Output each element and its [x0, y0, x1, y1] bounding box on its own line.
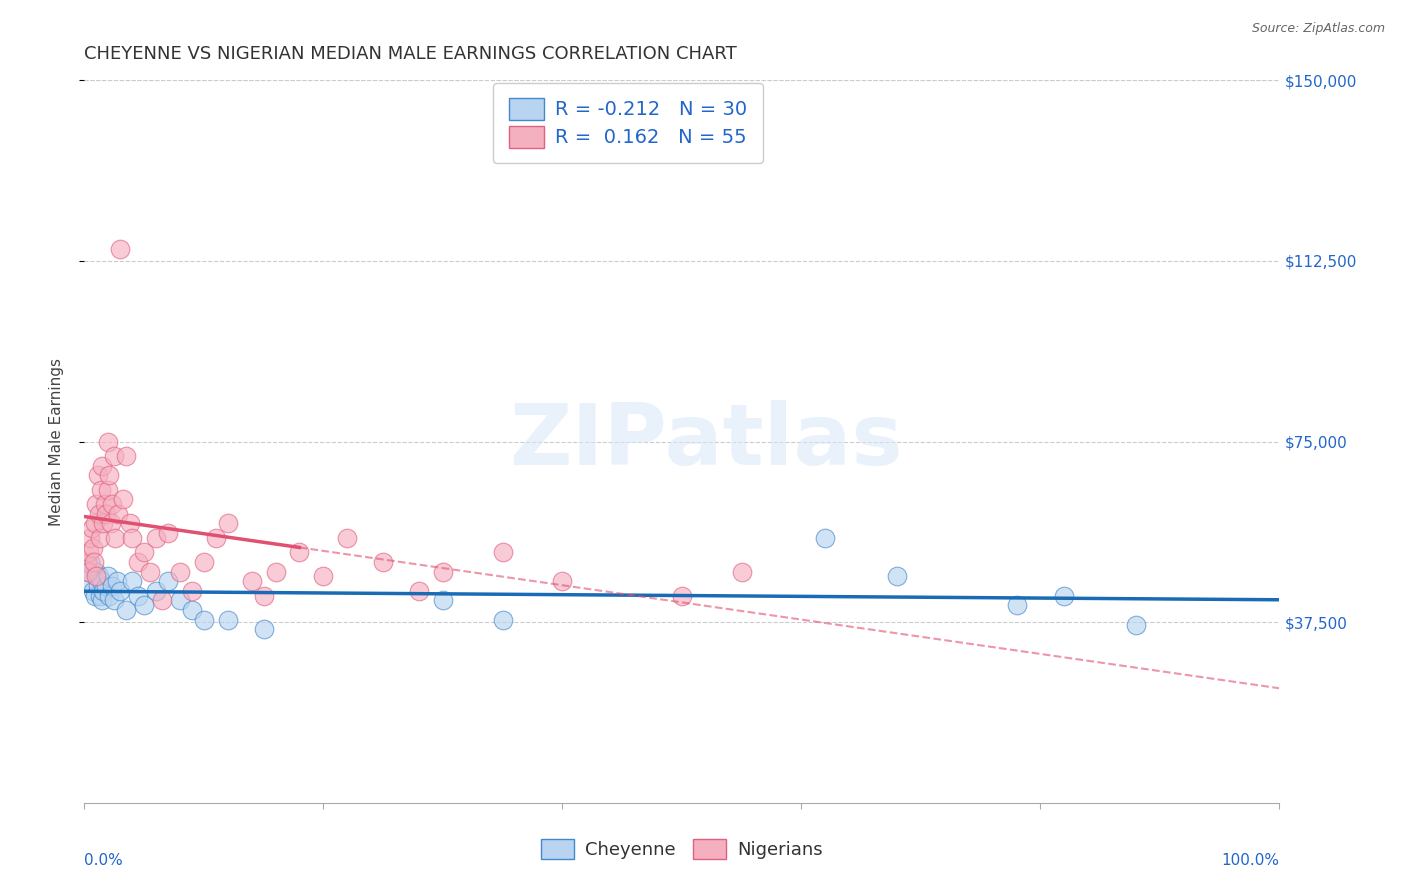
Point — [1125, 617, 1147, 632]
Point — [79, 555, 101, 569]
Point — [240, 574, 263, 589]
Point — [145, 531, 167, 545]
Point — [76, 574, 98, 589]
Point — [121, 574, 143, 589]
Point — [127, 555, 149, 569]
Point — [205, 531, 228, 545]
Point — [193, 555, 215, 569]
Point — [104, 531, 127, 545]
Point — [127, 589, 149, 603]
Point — [90, 483, 112, 497]
Point — [82, 541, 104, 555]
Point — [98, 589, 121, 603]
Point — [169, 593, 191, 607]
Point — [115, 603, 138, 617]
Point — [551, 574, 574, 589]
Point — [432, 593, 454, 607]
Point — [93, 583, 115, 598]
Point — [150, 593, 173, 607]
Point — [181, 603, 204, 617]
Text: 100.0%: 100.0% — [1222, 854, 1279, 869]
Point — [98, 468, 121, 483]
Point — [169, 565, 191, 579]
Text: ZIPatlas: ZIPatlas — [509, 400, 903, 483]
Point — [80, 521, 103, 535]
Point — [492, 545, 515, 559]
Point — [83, 555, 105, 569]
Point — [373, 555, 395, 569]
Point — [139, 565, 162, 579]
Point — [193, 613, 215, 627]
Point — [103, 593, 125, 607]
Point — [814, 531, 837, 545]
Point — [107, 507, 129, 521]
Point — [111, 492, 134, 507]
Point — [90, 574, 112, 589]
Legend: Cheyenne, Nigerians: Cheyenne, Nigerians — [534, 831, 830, 866]
Point — [217, 613, 239, 627]
Point — [132, 545, 156, 559]
Point — [492, 613, 515, 627]
Point — [432, 565, 454, 579]
Point — [97, 483, 120, 497]
Point — [97, 434, 120, 449]
Point — [288, 545, 311, 559]
Point — [93, 497, 115, 511]
Point — [77, 565, 100, 579]
Point — [97, 569, 120, 583]
Y-axis label: Median Male Earnings: Median Male Earnings — [49, 358, 63, 525]
Text: CHEYENNE VS NIGERIAN MEDIAN MALE EARNINGS CORRELATION CHART: CHEYENNE VS NIGERIAN MEDIAN MALE EARNING… — [84, 45, 737, 63]
Point — [89, 531, 111, 545]
Point — [121, 531, 143, 545]
Point — [100, 516, 122, 531]
Point — [86, 497, 108, 511]
Point — [1005, 599, 1028, 613]
Point — [101, 579, 124, 593]
Point — [118, 516, 141, 531]
Point — [79, 531, 101, 545]
Point — [101, 497, 124, 511]
Point — [253, 589, 276, 603]
Text: Source: ZipAtlas.com: Source: ZipAtlas.com — [1251, 22, 1385, 36]
Point — [84, 589, 107, 603]
Point — [181, 583, 204, 598]
Point — [86, 565, 108, 579]
Point — [110, 583, 132, 598]
Point — [86, 569, 108, 583]
Point — [76, 555, 98, 569]
Point — [89, 589, 111, 603]
Point — [132, 599, 156, 613]
Text: 0.0%: 0.0% — [84, 854, 124, 869]
Point — [86, 579, 108, 593]
Point — [94, 579, 117, 593]
Point — [312, 569, 335, 583]
Point — [103, 449, 125, 463]
Point — [77, 565, 100, 579]
Point — [671, 589, 693, 603]
Point — [110, 242, 132, 256]
Point — [91, 458, 114, 473]
Point — [87, 507, 110, 521]
Point — [408, 583, 430, 598]
Point — [94, 507, 117, 521]
Point — [731, 565, 754, 579]
Point — [82, 583, 104, 598]
Point — [87, 569, 110, 583]
Point — [93, 516, 115, 531]
Point — [217, 516, 239, 531]
Point — [91, 593, 114, 607]
Point — [886, 569, 908, 583]
Point — [264, 565, 287, 579]
Point — [115, 449, 138, 463]
Point — [105, 574, 128, 589]
Point — [336, 531, 359, 545]
Point — [84, 516, 107, 531]
Point — [145, 583, 167, 598]
Point — [1053, 589, 1076, 603]
Point — [77, 545, 100, 559]
Point — [253, 623, 276, 637]
Point — [157, 526, 180, 541]
Point — [86, 468, 108, 483]
Point — [157, 574, 180, 589]
